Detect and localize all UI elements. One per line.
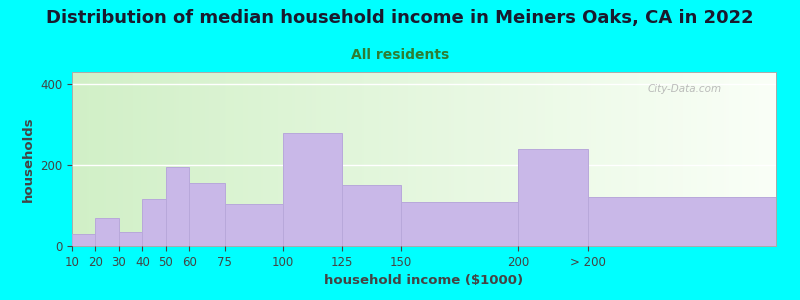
Bar (142, 200, 166, 246)
Bar (401, 202, 518, 246)
Bar (518, 149, 588, 246)
Bar (588, 197, 776, 246)
X-axis label: household income ($1000): household income ($1000) (325, 274, 523, 287)
Text: All residents: All residents (351, 48, 449, 62)
Bar (72, 234, 95, 246)
Bar (225, 203, 283, 246)
Bar (190, 183, 225, 246)
Y-axis label: households: households (22, 116, 34, 202)
Bar (342, 185, 401, 246)
Bar (119, 232, 142, 246)
Bar (95, 218, 119, 246)
Bar (283, 133, 342, 246)
Text: Distribution of median household income in Meiners Oaks, CA in 2022: Distribution of median household income … (46, 9, 754, 27)
Text: City-Data.com: City-Data.com (647, 84, 722, 94)
Bar (166, 167, 190, 246)
